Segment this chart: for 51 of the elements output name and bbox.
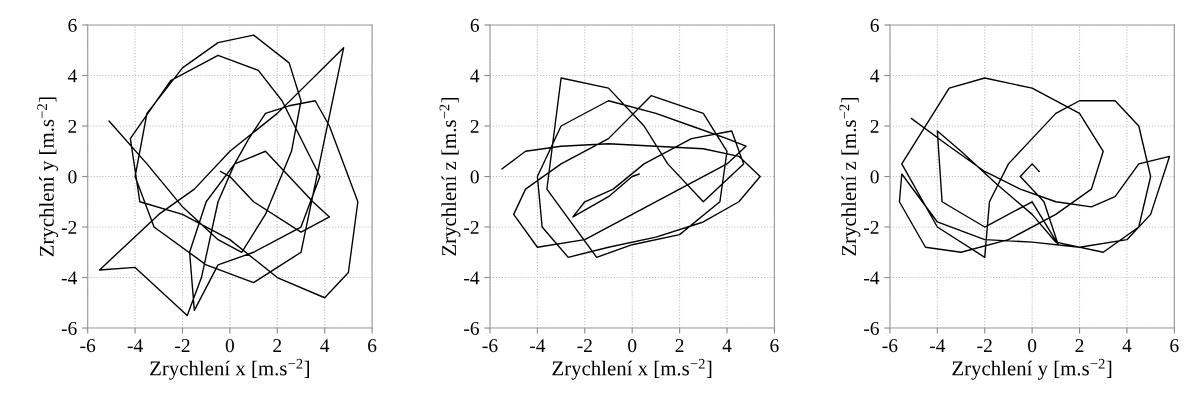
y-tick-label: 2 (68, 119, 77, 133)
x-tick-label: 0 (225, 339, 235, 353)
y-tick-label: 4 (470, 69, 480, 83)
x-tick-label: -4 (530, 339, 546, 352)
x-tick-label: -2 (577, 339, 592, 352)
y-tick-label: -2 (864, 220, 879, 234)
x-tick-label: 2 (1075, 339, 1084, 352)
x-tick-label: 6 (368, 339, 377, 353)
y-tick-label: -4 (61, 271, 77, 285)
y-tick-label: 0 (68, 170, 77, 184)
y-axis-title: Zrychlení z [m.s$^{−2}$] (839, 97, 861, 256)
y-tick-label: -6 (864, 321, 879, 335)
y-tick-label: 6 (68, 18, 77, 32)
x-tick-label: -2 (977, 339, 992, 352)
y-tick-label: 0 (470, 170, 479, 184)
x-tick-label: -4 (929, 339, 946, 352)
x-tick-label: 2 (675, 339, 684, 352)
x-tick-label: 0 (628, 339, 637, 353)
y-tick-label: 4 (67, 69, 77, 83)
y-tick-label: 2 (870, 119, 879, 133)
line-series (501, 77, 761, 259)
x-tick-label: -6 (80, 339, 96, 353)
x-tick-label: -4 (127, 339, 143, 352)
y-tick-label: 6 (470, 18, 479, 32)
x-tick-label: -2 (175, 339, 190, 352)
x-tick-label: 0 (1028, 339, 1037, 353)
x-tick-label: -6 (482, 339, 498, 353)
y-tick-label: -6 (464, 321, 479, 335)
x-axis-title: Zrychlení y [m.s$^{−2}$] (952, 358, 1112, 380)
x-axis-title: Zrychlení x [m.s$^{−2}$] (552, 358, 712, 380)
y-axis-title: Zrychlení z [m.s$^{−2}$] (439, 97, 461, 256)
y-tick-label: -2 (61, 220, 77, 234)
y-tick-label: -6 (61, 321, 77, 335)
x-tick-label: 6 (1170, 339, 1179, 353)
x-axis-title: Zrychlení x [m.s$^{−2}$] (150, 358, 309, 380)
line-series (98, 34, 359, 317)
x-tick-label: -6 (882, 339, 898, 353)
line-series (898, 77, 1171, 259)
x-tick-label: 4 (1122, 339, 1132, 352)
y-tick-label: 0 (870, 170, 879, 184)
x-tick-label: 4 (722, 339, 732, 352)
y-tick-label: -2 (464, 220, 479, 234)
x-tick-label: 6 (770, 339, 779, 353)
x-tick-label: 2 (273, 339, 282, 352)
y-tick-label: 6 (870, 18, 879, 32)
y-tick-label: -4 (464, 271, 480, 285)
y-axis-title: Zrychlení y [m.s$^{−2}$] (37, 97, 59, 257)
y-tick-label: 2 (470, 119, 479, 133)
x-tick-label: 4 (320, 339, 330, 352)
y-tick-label: -4 (864, 271, 880, 285)
y-tick-label: 4 (870, 69, 880, 83)
